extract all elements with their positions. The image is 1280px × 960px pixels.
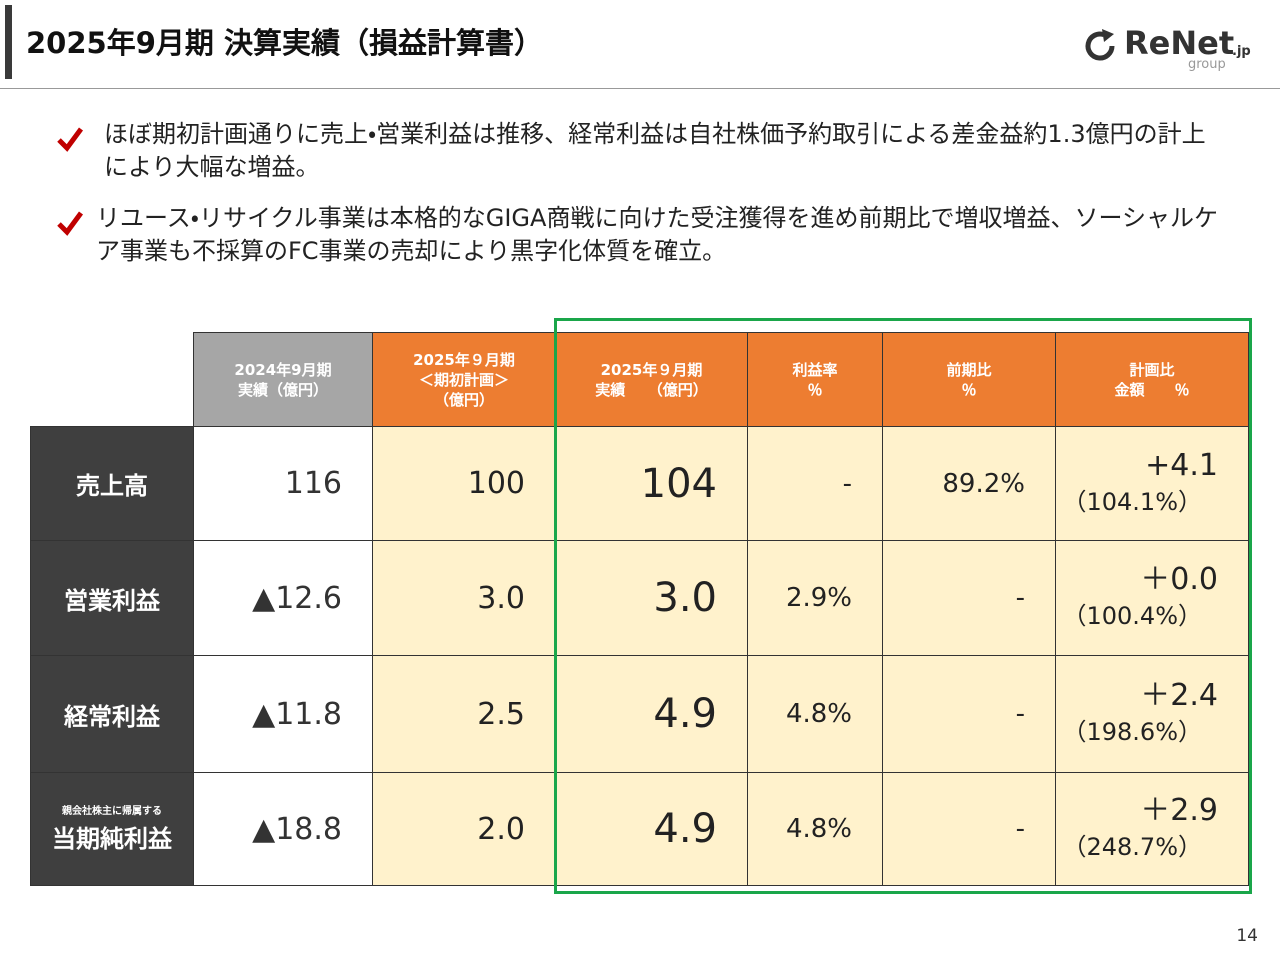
yoy: - <box>882 655 1056 773</box>
column-header: 利益率％ <box>747 332 883 427</box>
vs-plan-amount: ＋2.4 <box>1140 678 1218 713</box>
vs-plan-pct: （104.1%） <box>1062 487 1202 516</box>
yoy: - <box>882 772 1056 886</box>
header-line: 実績 （億円） <box>595 380 708 399</box>
row-label-text: 営業利益 <box>64 586 160 615</box>
plan: 3.0 <box>372 540 556 656</box>
header-line: （億円） <box>433 390 494 409</box>
header-line: 2025年９月期 <box>413 350 515 369</box>
header-line: 計画比 <box>1129 360 1175 379</box>
column-header: 2024年9月期 実績（億円） <box>193 332 373 427</box>
table-row: 売上高 116 100 104-89.2% +4.1 （104.1%） <box>30 426 1249 541</box>
results-table: 2024年9月期 実績（億円） 2025年９月期 ＜期初計画＞ （億円） 2025年９月期… <box>30 332 1249 886</box>
logo-tagline: group <box>1188 57 1226 72</box>
header-row: 2024年9月期 実績（億円） 2025年９月期 ＜期初計画＞ （億円） 2025年９月期… <box>31 332 1249 427</box>
margin: - <box>747 426 883 541</box>
logo-name: ReNet <box>1124 24 1235 62</box>
plan: 2.0 <box>372 772 556 886</box>
vs-plan-amount: ＋2.9 <box>1140 793 1218 828</box>
column-header: 計画比 金額 ％ <box>1055 332 1249 427</box>
actual: 4.9 <box>555 655 748 773</box>
slide-title: 2025年9月期 決算実績（損益計算書） <box>26 26 543 60</box>
check-icon <box>57 211 84 236</box>
header-line: 金額 ％ <box>1114 380 1190 399</box>
header-line: 利益率 <box>792 360 838 379</box>
header-line: ％ <box>961 380 977 399</box>
header-line: ＜期初計画＞ <box>418 370 509 389</box>
bullet-text: ほぼ期初計画通りに売上・営業利益は推移、経常利益は自社株価予約取引による差金益約… <box>104 120 1206 181</box>
logo: ReNet .jp group <box>1082 24 1272 74</box>
row-label-text: 売上高 <box>76 472 148 500</box>
header-line: 2024年9月期 <box>234 360 332 379</box>
column-header: 2025年９月期 ＜期初計画＞ （億円） <box>372 332 556 427</box>
vs-plan-amount: ＋0.0 <box>1140 562 1218 597</box>
logo-suffix: .jp <box>1232 44 1251 59</box>
bullet: ほぼ期初計画通りに売上・営業利益は推移、経常利益は自社株価予約取引による差金益約… <box>56 118 1226 184</box>
bullet-text: リユース・リサイクル事業は本格的なGIGA商戦に向けた受注獲得を進め前期比で増収… <box>96 204 1218 265</box>
vs-plan-amount: +4.1 <box>1145 447 1218 483</box>
bullet: リユース・リサイクル事業は本格的なGIGA商戦に向けた受注獲得を進め前期比で増収… <box>56 202 1226 268</box>
header-line: 実績（億円） <box>237 380 328 399</box>
table-body: 売上高 116 100 104-89.2% +4.1 （104.1%） 営業利益 ▲12.6 3… <box>30 426 1249 886</box>
highlight-frame <box>554 318 1252 894</box>
column-header: 2025年９月期 実績 （億円） <box>555 332 748 427</box>
row-label-text: 経常利益 <box>64 702 160 731</box>
check-icon <box>57 127 84 152</box>
header-line: ％ <box>807 380 823 399</box>
vs-plan: +4.1 （104.1%） <box>1055 426 1249 541</box>
table-row: 親会社株主に帰属する 当期純利益 ▲18.8 2.0 4.9 4.8% - ＋2.9 （248.… <box>30 772 1249 886</box>
prior-actual: ▲18.8 <box>193 772 373 886</box>
yoy: 89.2% <box>882 426 1056 541</box>
margin: 4.8% <box>747 772 883 886</box>
plan: 2.5 <box>372 655 556 773</box>
row-label: 売上高 <box>30 426 194 541</box>
table-row: 営業利益 ▲12.6 3.0 3.0 2.9% - ＋0.0 （100.4%） <box>30 540 1249 656</box>
header-line: 2025年９月期 <box>600 360 703 379</box>
prior-actual: 116 <box>193 426 373 541</box>
prior-actual: ▲11.8 <box>193 655 373 773</box>
row-label: 親会社株主に帰属する当期純利益 <box>30 772 194 886</box>
row-label: 営業利益 <box>30 540 194 656</box>
vs-plan: ＋2.4 （198.6%） <box>1055 655 1249 773</box>
page-number: 14 <box>1236 926 1258 946</box>
prior-actual: ▲12.6 <box>193 540 373 656</box>
row-label: 経常利益 <box>30 655 194 773</box>
column-header: 前期比％ <box>882 332 1056 427</box>
logo-icon <box>1085 29 1115 61</box>
margin: 4.8% <box>747 655 883 773</box>
plan: 100 <box>372 426 556 541</box>
header-line: 前期比 <box>946 360 992 379</box>
margin: 2.9% <box>747 540 883 656</box>
actual: 3.0 <box>555 540 748 656</box>
vs-plan: ＋2.9 （248.7%） <box>1055 772 1249 886</box>
row-label-text: 当期純利益 <box>52 824 172 853</box>
divider <box>0 88 1280 89</box>
vs-plan-pct: （198.6%） <box>1062 718 1202 746</box>
vs-plan: ＋0.0 （100.4%） <box>1055 540 1249 656</box>
vs-plan-pct: （100.4%） <box>1062 602 1202 630</box>
table-row: 経常利益 ▲11.8 2.5 4.9 4.8% - ＋2.4 （198.6%） <box>30 655 1249 773</box>
title-bar <box>5 5 12 79</box>
vs-plan-pct: （248.7%） <box>1062 833 1202 861</box>
row-label-note: 親会社株主に帰属する <box>62 805 162 817</box>
yoy: - <box>882 540 1056 656</box>
corner <box>31 333 194 427</box>
